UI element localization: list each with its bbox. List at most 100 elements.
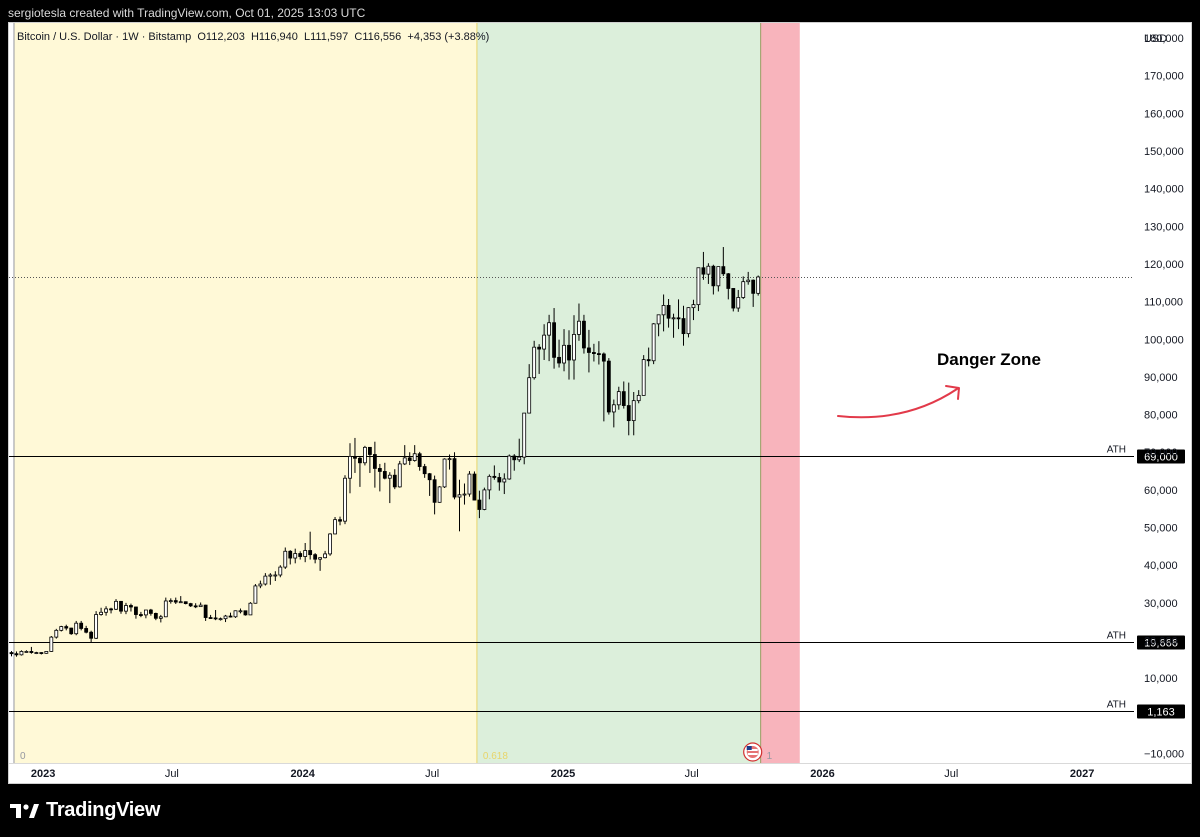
candle-body-85 [432,479,437,503]
chart-canvas[interactable]: 0 0.618 1 ATH 69,000 ATH 19,666 ATH 1,163 −10,0… [9,23,1192,784]
candle-body-124 [626,405,631,422]
candle-body-24 [129,605,133,608]
candle-body-111 [562,344,566,364]
time-tick-label: 2023 [31,768,55,780]
candle-body-90 [457,494,462,498]
candle-body-109 [552,322,556,358]
ath-price-tag-0 [1137,449,1185,464]
candle-body-77 [392,474,397,488]
candle-body-49 [253,585,258,604]
candle-body-81 [412,453,417,461]
candle-body-118 [596,353,601,355]
brand-footer: TradingView [10,799,160,822]
fib-label-2: 1 [767,751,773,762]
price-tick-label: 100,000 [1144,334,1184,346]
ath-price-tag-2 [1137,704,1185,719]
candle-body-96 [487,475,492,491]
candle-body-87 [442,458,447,488]
candle-body-73 [372,454,377,469]
candle-body-35 [183,601,188,605]
chart-frame[interactable]: 0 0.618 1 ATH 69,000 ATH 19,666 ATH 1,163 −10,0… [8,22,1192,784]
candle-body-42 [218,618,223,621]
candle-body-125 [631,400,636,422]
price-tick-label: 160,000 [1144,108,1184,120]
candle-body-133 [671,317,676,320]
candle-body-36 [188,603,193,607]
candle-body-88 [447,458,452,461]
candle-body-32 [168,600,173,602]
time-tick-label: 2027 [1070,768,1094,780]
time-tick-label: Jul [165,768,179,780]
candle-body-75 [382,471,387,479]
candle-body-22 [119,600,123,612]
candle-body-0 [9,652,14,655]
candle-body-100 [507,455,512,480]
candle-body-58 [298,553,303,557]
candle-body-126 [636,394,641,402]
candle-body-59 [303,550,308,557]
candle-body-134 [676,317,681,320]
candle-body-65 [333,519,337,535]
candle-body-10 [59,626,64,631]
ath-price-label-2: 1,163 [1147,707,1175,719]
candle-body-28 [148,609,153,614]
candle-body-13 [74,622,79,635]
candle-body-29 [153,613,158,619]
candle-body-74 [377,468,382,472]
legend-symbol: Bitcoin / U.S. Dollar · 1W · Bitstamp [17,31,192,43]
candle-body-142 [716,266,721,287]
candle-body-117 [592,352,596,354]
candle-body-41 [213,617,218,620]
candle-body-33 [173,600,178,603]
candle-body-39 [203,604,208,618]
candle-body-136 [686,307,691,335]
ath-label-0: ATH [1107,445,1126,456]
candle-body-18 [99,611,103,615]
chart-attribution: sergiotesla created with TradingView.com… [8,6,366,20]
candle-body-6 [39,652,44,654]
economic-event-icon [743,742,763,762]
candle-body-132 [666,304,671,319]
price-tick-label: 130,000 [1144,221,1184,233]
candle-body-46 [238,610,243,613]
candle-body-50 [258,583,263,587]
candle-body-69 [353,455,357,459]
candle-body-143 [721,266,726,275]
symbol-legend: Bitcoin / U.S. Dollar · 1W · Bitstamp O1… [17,31,489,43]
candle-body-127 [641,359,646,396]
candle-body-82 [417,453,422,467]
time-tick-label: Jul [944,768,958,780]
candle-body-83 [422,466,427,475]
price-tick-label: 70,000 [1144,447,1178,459]
event-icon-stripe-2 [747,753,758,755]
candle-body-104 [527,377,532,414]
candle-body-123 [621,391,626,406]
candle-body-66 [338,519,342,522]
candle-body-31 [163,600,168,618]
brand-name: TradingView [46,799,161,821]
candle-body-98 [497,477,502,483]
candle-body-55 [283,550,288,568]
ath-label-2: ATH [1107,700,1126,711]
danger-zone-label: Danger Zone [937,350,1041,369]
candle-body-56 [288,550,293,559]
candle-body-89 [452,458,457,498]
candle-body-9 [54,629,59,638]
candle-body-107 [542,334,547,350]
danger-zone-arrow [837,388,958,419]
candle-body-4 [29,651,34,653]
candle-body-64 [328,533,332,555]
candle-body-76 [387,474,392,479]
candle-body-120 [606,360,611,413]
candle-body-38 [198,604,203,608]
candle-body-63 [323,553,327,559]
price-tick-label: 150,000 [1144,146,1184,158]
ath-price-label-0: 69,000 [1144,452,1178,464]
candle-body-15 [84,628,89,633]
candle-body-141 [711,265,716,287]
candle-body-84 [427,473,432,481]
horizontal-lines: ATH 69,000 ATH 19,666 ATH 1,163 [9,277,1185,719]
candle-body-16 [89,631,94,639]
ath-label-1: ATH [1107,631,1126,642]
candle-body-52 [268,574,273,577]
